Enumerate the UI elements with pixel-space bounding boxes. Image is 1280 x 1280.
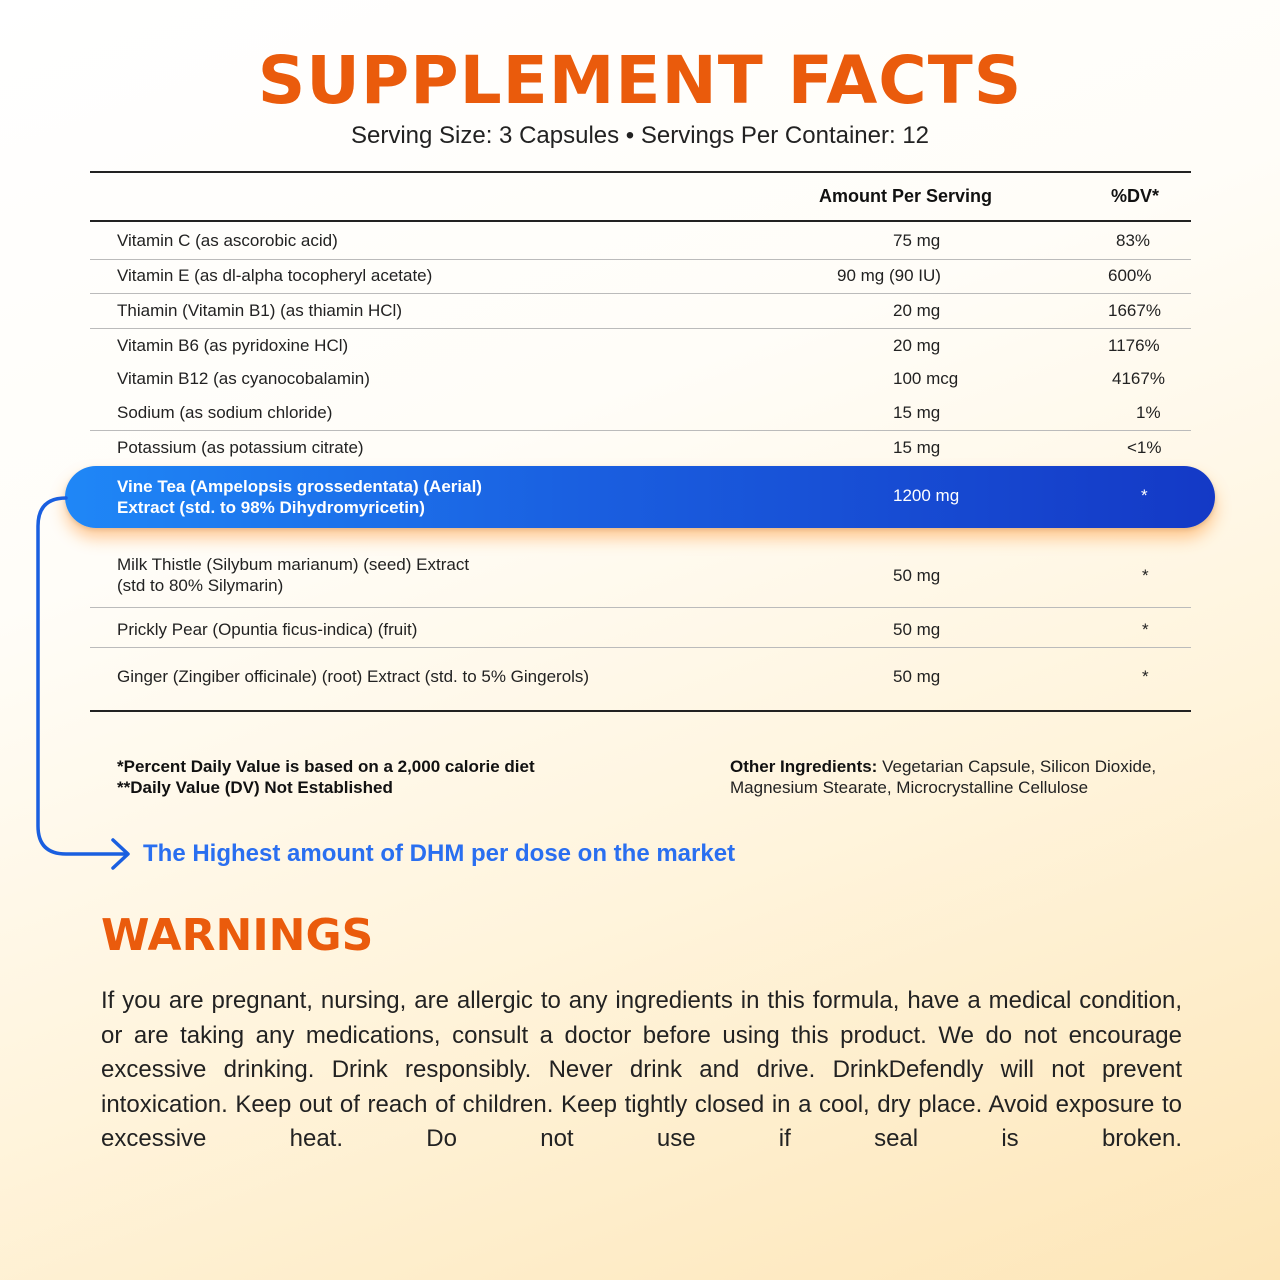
nutrient-dv: 4167% (1112, 369, 1165, 388)
nutrient-amount: 100 mcg (893, 369, 959, 388)
highlighted-dv: * (1141, 486, 1148, 505)
ingredient-name: Prickly Pear (Opuntia ficus-indica) (fru… (117, 620, 418, 639)
footnote-dv: *Percent Daily Value is based on a 2,000… (117, 757, 535, 776)
highlighted-name-line1: Vine Tea (Ampelopsis grossedentata) (Aer… (117, 477, 482, 496)
ingredient-name-line1: Milk Thistle (Silybum marianum) (seed) E… (117, 555, 470, 574)
row-divider (90, 607, 1191, 608)
nutrient-amount: 20 mg (893, 301, 941, 320)
table-bottom-rule (90, 710, 1191, 712)
highlighted-amount: 1200 mg (893, 486, 960, 505)
warnings-text: If you are pregnant, nursing, are allerg… (101, 987, 1182, 1152)
nutrient-amount: 15 mg (893, 438, 941, 457)
nutrient-name: Potassium (as potassium citrate) (117, 438, 364, 457)
nutrient-name: Sodium (as sodium chloride) (117, 403, 333, 422)
footnote-not-established: **Daily Value (DV) Not Established (117, 778, 393, 797)
ingredient-name-line2: (std to 80% Silymarin) (117, 576, 284, 595)
column-header-dv: %DV* (1111, 186, 1160, 206)
nutrient-amount: 90 mg (90 IU) (837, 266, 941, 285)
ingredient-dv: * (1142, 566, 1149, 585)
nutrient-dv: 83% (1116, 231, 1151, 250)
page-title: SUPPLEMENT FACTS (257, 42, 1023, 119)
other-ingredients: Other Ingredients: Vegetarian Capsule, S… (730, 756, 1200, 798)
header-rule (90, 220, 1191, 222)
nutrient-dv: 600% (1108, 266, 1152, 285)
dhm-callout: The Highest amount of DHM per dose on th… (143, 840, 736, 867)
ingredient-name: Ginger (Zingiber officinale) (root) Extr… (117, 667, 590, 686)
nutrient-dv: <1% (1127, 438, 1162, 457)
highlighted-ingredient-name: Vine Tea (Ampelopsis grossedentata) (Aer… (117, 476, 482, 518)
nutrient-name: Vitamin C (as ascorobic acid) (117, 231, 338, 250)
ingredient-amount: 50 mg (893, 620, 941, 639)
nutrient-dv: 1% (1136, 403, 1161, 422)
nutrient-name: Thiamin (Vitamin B1) (as thiamin HCl) (117, 301, 402, 320)
highlighted-ingredient-row: Vine Tea (Ampelopsis grossedentata) (Aer… (65, 466, 1215, 528)
nutrient-amount: 20 mg (893, 336, 941, 355)
serving-info: Serving Size: 3 Capsules • Servings Per … (350, 122, 930, 149)
ingredient-dv: * (1142, 620, 1149, 639)
nutrient-name: Vitamin B12 (as cyanocobalamin) (117, 369, 370, 388)
ingredient-amount: 50 mg (893, 566, 941, 585)
row-divider (90, 430, 1191, 431)
ingredient-dv: * (1142, 667, 1149, 686)
row-divider (90, 328, 1191, 329)
nutrient-amount: 75 mg (893, 231, 941, 250)
highlighted-name-line2: Extract (std. to 98% Dihydromyricetin) (117, 498, 425, 517)
row-divider (90, 647, 1191, 648)
warnings-title: WARNINGS (101, 910, 374, 961)
table-top-rule (90, 171, 1191, 173)
nutrient-name: Vitamin B6 (as pyridoxine HCl) (117, 336, 349, 355)
ingredient-name: Milk Thistle (Silybum marianum) (seed) E… (117, 554, 469, 596)
row-divider (90, 259, 1191, 260)
nutrient-amount: 15 mg (893, 403, 941, 422)
row-divider (90, 293, 1191, 294)
nutrient-dv: 1176% (1108, 336, 1160, 355)
nutrient-dv: 1667% (1108, 301, 1161, 320)
nutrient-name: Vitamin E (as dl-alpha tocopheryl acetat… (117, 266, 433, 285)
other-ingredients-text: Vegetarian Capsule, Silicon Dioxide, Mag… (730, 757, 1157, 797)
ingredient-amount: 50 mg (893, 667, 941, 686)
column-header-amount: Amount Per Serving (819, 186, 993, 206)
footnotes: *Percent Daily Value is based on a 2,000… (117, 756, 535, 798)
other-ingredients-label: Other Ingredients: (730, 757, 878, 776)
